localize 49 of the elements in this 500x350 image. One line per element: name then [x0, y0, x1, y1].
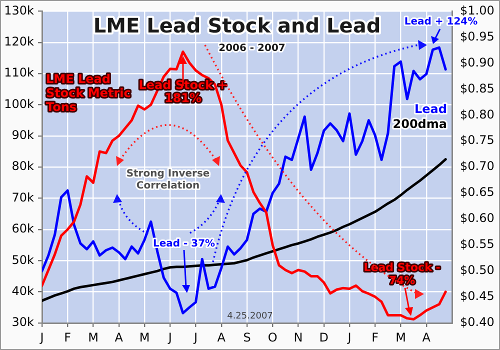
x-tick-label: A	[422, 330, 432, 344]
y2-tick-label: $0.85	[460, 81, 494, 96]
y-tick-label: 80k	[12, 159, 34, 174]
y2-tick-label: $0.90	[460, 55, 494, 70]
annotation: 4.25.2007	[227, 311, 273, 322]
y2-tick-label: $0.60	[460, 211, 494, 226]
y-tick-label: 110k	[4, 66, 34, 80]
y2-tick-label: $0.80	[460, 107, 494, 122]
y2-tick-label: $0.55	[460, 237, 494, 252]
text: 2006 - 2007	[218, 42, 286, 54]
y2-tick-label: $0.75	[460, 133, 494, 148]
x-tick-label: J	[192, 330, 198, 344]
text: 200dma	[392, 117, 447, 132]
x-tick-label: M	[396, 330, 406, 344]
x-tick-label: J	[346, 330, 352, 344]
x-tick-label: D	[319, 330, 328, 344]
annotation: Lead + 124%	[404, 16, 478, 28]
y2-tick-label: $0.40	[460, 315, 494, 330]
chart-title: LME Lead Stock and Lead	[93, 13, 381, 38]
y-tick-label: 90k	[12, 128, 34, 142]
y-tick-label: 30k	[12, 315, 34, 330]
annotation: Strong Inverse Correlation	[126, 168, 210, 192]
x-tick-label: F	[64, 330, 72, 344]
y2-tick-label: $0.50	[460, 263, 494, 278]
y2-tick-label: $0.70	[460, 159, 494, 174]
x-tick-label: A	[217, 330, 226, 344]
annotation: Lead Stock - 74%	[364, 260, 440, 287]
x-tick-label: J	[167, 330, 172, 344]
y2-tick-label: $0.65	[460, 185, 494, 200]
x-tick-label: N	[294, 330, 303, 344]
x-tick-label: M	[139, 330, 150, 344]
y2-tick-label: $1.00	[460, 3, 494, 18]
x-tick-label: S	[243, 330, 251, 344]
y2-tick-label: $0.95	[460, 29, 494, 44]
y-tick-label: 130k	[4, 3, 34, 18]
x-tick-label: A	[114, 330, 124, 344]
y-tick-label: 100k	[4, 96, 34, 111]
series-label: LME Lead Stock Metric Tons	[46, 72, 131, 114]
y-tick-label: 120k	[4, 34, 34, 49]
y-tick-label: 50k	[12, 252, 34, 267]
x-tick-label: J	[39, 330, 44, 344]
x-tick-label: F	[372, 330, 379, 344]
y2-tick-label: $0.45	[460, 289, 494, 304]
y-tick-label: 60k	[12, 222, 34, 236]
y-tick-label: 70k	[12, 190, 34, 204]
series-label: Lead	[414, 102, 447, 116]
x-tick-label: O	[268, 330, 278, 344]
y-tick-label: 40k	[12, 284, 34, 298]
x-tick-label: M	[88, 330, 98, 344]
